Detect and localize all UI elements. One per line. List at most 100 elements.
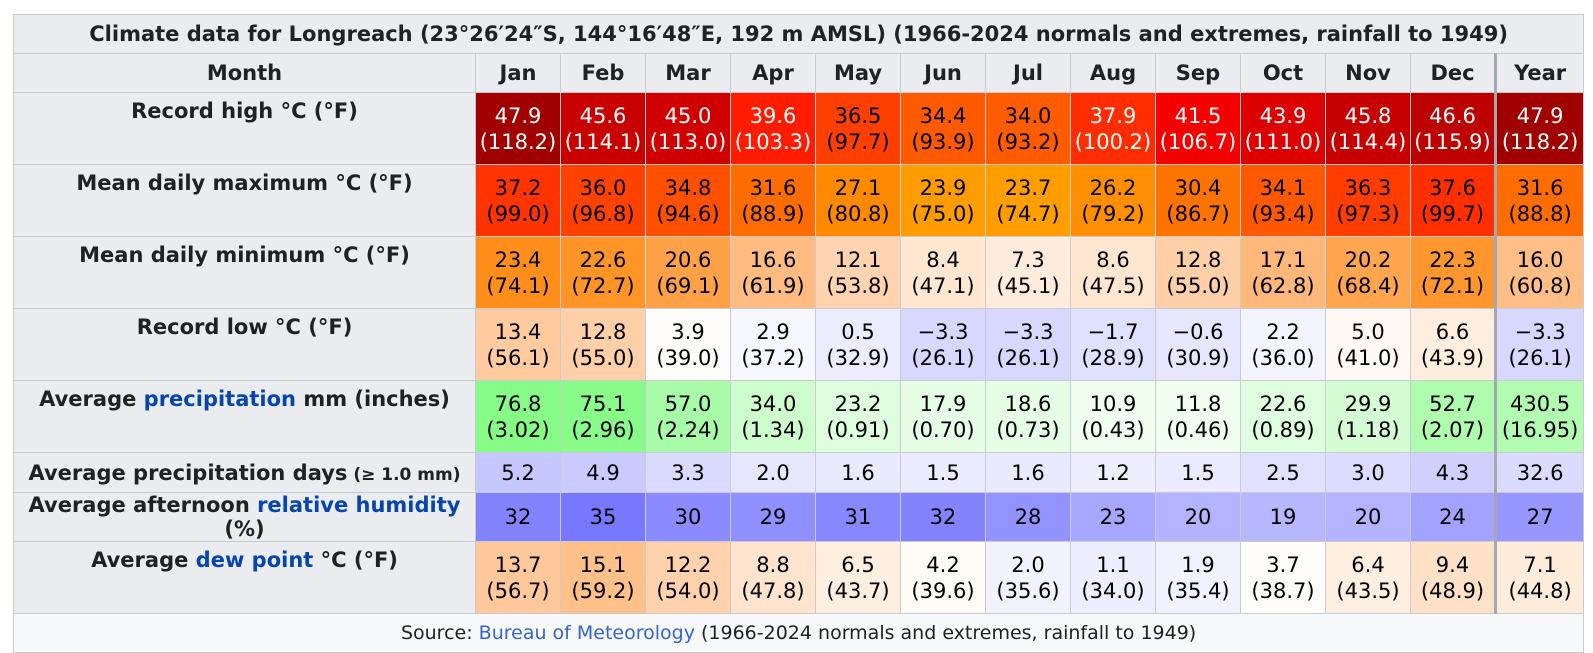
cell-value-secondary: (115.9)	[1414, 129, 1491, 154]
row-label-text: Average	[91, 548, 196, 572]
table-cell: 20.2 (68.4)	[1325, 236, 1411, 309]
cell-value-celsius: 23.7	[1004, 175, 1052, 200]
cell-value-secondary: (69.1)	[656, 273, 720, 298]
cell-value-secondary: (88.8)	[1508, 201, 1572, 226]
cell-value-celsius: 1.5	[1181, 460, 1215, 485]
table-cell: 23	[1070, 492, 1156, 542]
table-cell: 1.6	[815, 452, 901, 493]
cell-value-celsius: 57.0	[664, 391, 712, 416]
cell-value-secondary: (2.96)	[571, 417, 635, 442]
month-header-jan: Jan	[475, 53, 561, 93]
cell-value-secondary: (55.0)	[571, 345, 635, 370]
cell-value-secondary: (97.7)	[826, 129, 890, 154]
cell-value-celsius: −3.3	[1514, 319, 1566, 344]
table-cell: 1.1 (34.0)	[1070, 541, 1156, 614]
table-cell: 24	[1410, 492, 1496, 542]
cell-value-celsius: 36.0	[579, 175, 627, 200]
row-label-link-humidity[interactable]: relative humidity	[257, 493, 461, 517]
table-cell: 37.6 (99.7)	[1410, 164, 1496, 237]
table-cell: 12.8 (55.0)	[1155, 236, 1241, 309]
cell-value-secondary: (79.2)	[1081, 201, 1145, 226]
cell-value-celsius: 0.5	[841, 319, 875, 344]
cell-value-secondary: (0.89)	[1251, 417, 1315, 442]
cell-value-secondary: (0.46)	[1166, 417, 1230, 442]
table-cell: 16.6 (61.9)	[730, 236, 816, 309]
cell-value-secondary: (80.8)	[826, 201, 890, 226]
cell-value-secondary: (47.1)	[911, 273, 975, 298]
table-cell: 34.8 (94.6)	[645, 164, 731, 237]
cell-value-celsius: 7.1	[1523, 552, 1557, 577]
table-cell: 15.1 (59.2)	[560, 541, 646, 614]
table-cell: 20.6 (69.1)	[645, 236, 731, 309]
table-cell: 52.7 (2.07)	[1410, 380, 1496, 453]
source-link-bom[interactable]: Bureau of Meteorology	[478, 622, 695, 644]
table-cell: 0.5 (32.9)	[815, 308, 901, 381]
table-cell: 46.6 (115.9)	[1410, 92, 1496, 165]
cell-value-secondary: (1.18)	[1336, 417, 1400, 442]
table-cell: 7.3 (45.1)	[985, 236, 1071, 309]
cell-value-secondary: (45.1)	[996, 273, 1060, 298]
cell-value-celsius: 23	[1099, 505, 1127, 529]
cell-value-celsius: 15.1	[579, 552, 627, 577]
table-cell: 22.6 (0.89)	[1240, 380, 1326, 453]
cell-value-celsius: 6.4	[1351, 552, 1385, 577]
cell-value-celsius: −0.6	[1172, 319, 1224, 344]
cell-value-secondary: (26.1)	[911, 345, 975, 370]
cell-value-secondary: (0.91)	[826, 417, 890, 442]
month-column-header: Month	[13, 53, 476, 93]
cell-value-secondary: (72.7)	[571, 273, 635, 298]
cell-value-celsius: 45.8	[1344, 103, 1392, 128]
row-label-precip-days: Average precipitation days (≥ 1.0 mm)	[13, 452, 476, 493]
table-cell: 36.0 (96.8)	[560, 164, 646, 237]
cell-value-secondary: (100.2)	[1074, 129, 1152, 154]
month-header-nov: Nov	[1325, 53, 1411, 93]
table-cell: 3.3	[645, 452, 731, 493]
cell-value-secondary: (34.0)	[1081, 578, 1145, 603]
cell-value-secondary: (103.3)	[734, 129, 812, 154]
cell-value-celsius: 34.8	[664, 175, 712, 200]
cell-value-celsius: 18.6	[1004, 391, 1052, 416]
row-label-note: (≥ 1.0 mm)	[347, 464, 461, 485]
cell-value-celsius: 8.6	[1096, 247, 1130, 272]
row-label-link-precipitation[interactable]: precipitation	[143, 387, 297, 411]
table-cell: 17.9 (0.70)	[900, 380, 986, 453]
cell-value-celsius: 5.2	[501, 460, 535, 485]
row-record-high: Record high °C (°F) 47.9 (118.2) 45.6 (114.1…	[13, 92, 1585, 165]
table-cell: 32.6	[1493, 452, 1585, 493]
row-humidity: Average afternoon relative humidity (%) 3…	[13, 492, 1585, 542]
table-cell: 23.4 (74.1)	[475, 236, 561, 309]
table-cell: 45.6 (114.1)	[560, 92, 646, 165]
table-cell: 6.4 (43.5)	[1325, 541, 1411, 614]
cell-value-celsius: 2.0	[1011, 552, 1045, 577]
table-cell: 23.2 (0.91)	[815, 380, 901, 453]
row-label-record-low: Record low °C (°F)	[13, 308, 476, 381]
cell-value-secondary: (54.0)	[656, 578, 720, 603]
month-header-oct: Oct	[1240, 53, 1326, 93]
table-cell: 2.5	[1240, 452, 1326, 493]
table-cell: 76.8 (3.02)	[475, 380, 561, 453]
cell-value-celsius: 36.3	[1344, 175, 1392, 200]
cell-value-secondary: (97.3)	[1336, 201, 1400, 226]
cell-value-secondary: (88.9)	[741, 201, 805, 226]
cell-value-celsius: 1.1	[1096, 552, 1130, 577]
source-prefix: Source:	[400, 622, 479, 644]
cell-value-celsius: 4.9	[586, 460, 620, 485]
cell-value-secondary: (60.8)	[1508, 273, 1572, 298]
table-cell: 31.6 (88.9)	[730, 164, 816, 237]
table-cell: 5.2	[475, 452, 561, 493]
cell-value-celsius: 6.6	[1435, 319, 1470, 344]
row-precip-days: Average precipitation days (≥ 1.0 mm) 5.2…	[13, 452, 1585, 493]
cell-value-celsius: 75.1	[579, 391, 627, 416]
cell-value-celsius: 3.3	[671, 460, 705, 485]
table-cell: 23.9 (75.0)	[900, 164, 986, 237]
table-cell: 2.0 (35.6)	[985, 541, 1071, 614]
cell-value-secondary: (26.1)	[1508, 345, 1572, 370]
cell-value-celsius: −1.7	[1087, 319, 1139, 344]
cell-value-celsius: 37.6	[1429, 175, 1476, 200]
row-label-link-dew-point[interactable]: dew point	[195, 548, 314, 572]
cell-value-celsius: 29	[759, 505, 787, 529]
table-cell: 45.0 (113.0)	[645, 92, 731, 165]
table-cell: 2.9 (37.2)	[730, 308, 816, 381]
cell-value-celsius: 34.1	[1259, 175, 1307, 200]
row-label-record-high: Record high °C (°F)	[13, 92, 476, 165]
